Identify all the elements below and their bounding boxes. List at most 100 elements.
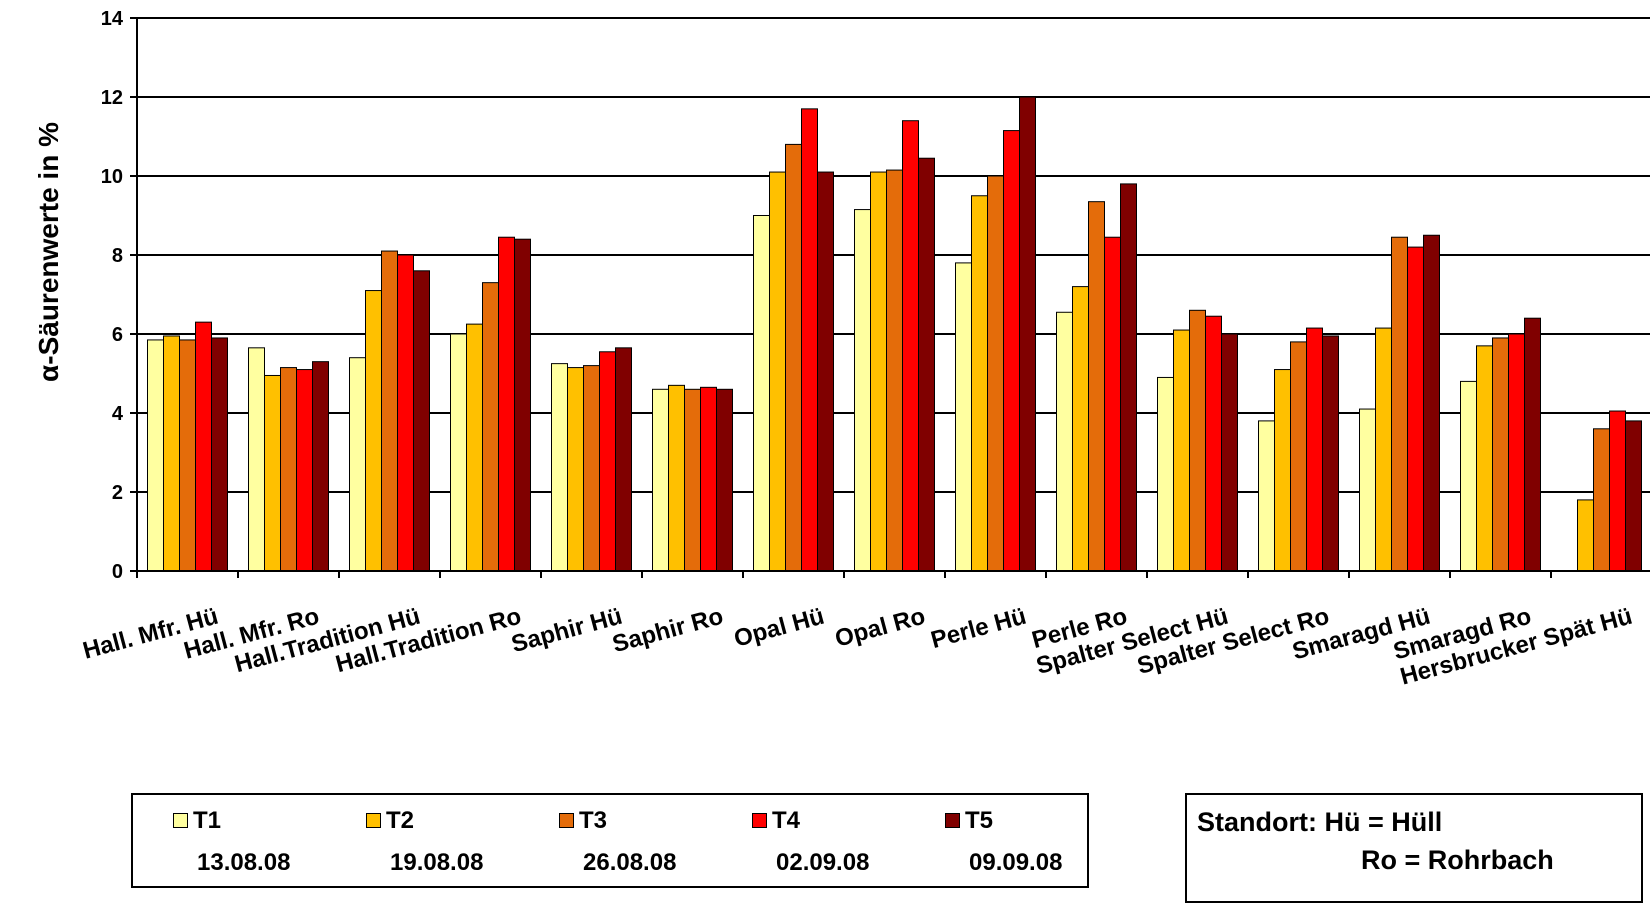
legend-label-t2: T2 <box>386 807 415 834</box>
bar-t5-smaragd-h <box>1423 234 1440 572</box>
x-tick-label: Saphir Ro <box>610 603 726 658</box>
bar-t4-smaragd-ro <box>1508 333 1525 572</box>
bar-t5-hall-tradition-h <box>413 270 430 572</box>
bar-t2-saphir-ro <box>668 384 685 572</box>
x-tick-label: Opal Hü <box>731 603 827 653</box>
legend-date-t2: 19.08.08 <box>390 849 484 876</box>
legend-label-t3: T3 <box>579 807 608 834</box>
bar-t4-saphir-ro <box>700 386 717 572</box>
bar-t4-hall-mfr-ro <box>296 369 313 572</box>
bar-t3-hall-tradition-ro <box>482 282 499 572</box>
bar-t2-hall-mfr-ro <box>264 374 281 572</box>
bar-t1-hall-mfr-ro <box>248 347 265 572</box>
legend-swatch-t2 <box>366 813 381 828</box>
y-tick-labels: 0 2 4 6 8 10 12 14 <box>101 8 124 583</box>
bar-t5-opal-ro <box>918 157 935 572</box>
bar-t4-hall-mfr-h <box>195 321 212 572</box>
bar-t1-saphir-h <box>551 363 568 572</box>
bar-t1-hall-mfr-h <box>147 339 164 572</box>
bar-t2-hall-mfr-h <box>163 335 180 572</box>
legend-date-t1: 13.08.08 <box>197 849 291 876</box>
legend-swatch-t5 <box>945 813 960 828</box>
y-tick-label: 6 <box>112 324 123 346</box>
bar-t4-smaragd-h <box>1407 246 1424 572</box>
bar-t2-opal-ro <box>870 171 887 572</box>
legend-label-t1: T1 <box>193 807 222 834</box>
bar-t3-opal-h <box>785 143 802 572</box>
bar-t1-opal-ro <box>854 209 871 572</box>
bar-t5-spalter-select-h <box>1221 333 1238 572</box>
bar-t1-smaragd-ro <box>1460 380 1477 572</box>
bars <box>147 96 1642 572</box>
bar-t2-perle-h <box>971 195 988 572</box>
bar-t1-hall-tradition-h <box>349 357 366 572</box>
legend-swatch-t3 <box>559 813 574 828</box>
bar-t3-hall-tradition-h <box>381 250 398 572</box>
y-tick-label: 14 <box>101 8 124 30</box>
bar-t3-saphir-ro <box>684 388 701 572</box>
location-note-line2: Ro = Rohrbach <box>1361 845 1554 875</box>
bar-t1-perle-h <box>955 262 972 572</box>
bar-t3-spalter-select-h <box>1189 309 1206 572</box>
x-tick-label: Perle Hü <box>928 603 1029 654</box>
bar-t5-perle-ro <box>1120 183 1137 572</box>
bar-t4-hall-tradition-h <box>397 254 414 572</box>
bar-t5-hall-mfr-h <box>211 337 228 572</box>
y-tick-label: 12 <box>101 87 123 109</box>
bar-t1-opal-h <box>753 215 770 572</box>
bar-t3-perle-ro <box>1088 201 1105 572</box>
bar-t4-spalter-select-h <box>1205 315 1222 572</box>
bar-t3-saphir-h <box>583 365 600 572</box>
bar-t5-opal-h <box>817 171 834 572</box>
bar-t3-smaragd-ro <box>1492 337 1509 572</box>
y-tick-label: 0 <box>112 561 123 583</box>
location-note: Standort: Hü = Hüll Ro = Rohrbach <box>1185 793 1643 903</box>
x-tick-label: Saphir Hü <box>509 603 625 658</box>
bar-t3-smaragd-h <box>1391 236 1408 572</box>
x-tick-label: Opal Ro <box>832 603 928 653</box>
bar-t3-opal-ro <box>886 169 903 572</box>
bar-t1-smaragd-h <box>1359 408 1376 572</box>
bar-t2-hersbrucker-sp-t-h <box>1577 499 1594 572</box>
bar-t5-hall-mfr-ro <box>312 361 329 572</box>
bar-t1-saphir-ro <box>652 388 669 572</box>
y-tick-label: 2 <box>112 482 123 504</box>
bar-t3-spalter-select-ro <box>1290 341 1307 572</box>
bar-t4-saphir-h <box>599 351 616 572</box>
bar-t5-hall-tradition-ro <box>514 238 531 572</box>
bar-t4-hersbrucker-sp-t-h <box>1609 410 1626 572</box>
bar-t2-opal-h <box>769 171 786 572</box>
bar-t5-spalter-select-ro <box>1322 335 1339 572</box>
bar-t3-hall-mfr-ro <box>280 367 297 572</box>
y-axis-title: α-Säurenwerte in % <box>33 122 64 382</box>
legend: T1 13.08.08 T2 19.08.08 T3 26.08.08 T4 0… <box>131 793 1089 888</box>
bar-t5-hersbrucker-sp-t-h <box>1625 420 1642 572</box>
legend-date-t3: 26.08.08 <box>583 849 677 876</box>
bar-t2-spalter-select-h <box>1173 329 1190 572</box>
bar-t4-hall-tradition-ro <box>498 236 515 572</box>
y-tick-label: 8 <box>112 245 123 267</box>
bar-t5-perle-h <box>1019 96 1036 572</box>
legend-label-t5: T5 <box>965 807 994 834</box>
bar-t3-perle-h <box>987 175 1004 572</box>
bar-t2-spalter-select-ro <box>1274 369 1291 572</box>
bar-t3-hall-mfr-h <box>179 339 196 572</box>
bar-t2-perle-ro <box>1072 286 1089 572</box>
bar-t5-saphir-ro <box>716 388 733 572</box>
bar-t1-perle-ro <box>1056 311 1073 572</box>
legend-date-t4: 02.09.08 <box>776 849 870 876</box>
bar-t2-hall-tradition-ro <box>466 323 483 572</box>
legend-swatch-t1 <box>173 813 188 828</box>
bar-t4-opal-h <box>801 108 818 572</box>
location-note-line1: Standort: Hü = Hüll <box>1197 807 1443 837</box>
bar-t2-smaragd-h <box>1375 327 1392 572</box>
legend-swatch-t4 <box>752 813 767 828</box>
bar-t3-hersbrucker-sp-t-h <box>1593 428 1610 572</box>
bar-t5-saphir-h <box>615 347 632 572</box>
legend-label-t4: T4 <box>772 807 801 834</box>
bar-t2-saphir-h <box>567 367 584 572</box>
y-tick-label: 4 <box>112 403 124 425</box>
axes <box>130 17 1650 578</box>
